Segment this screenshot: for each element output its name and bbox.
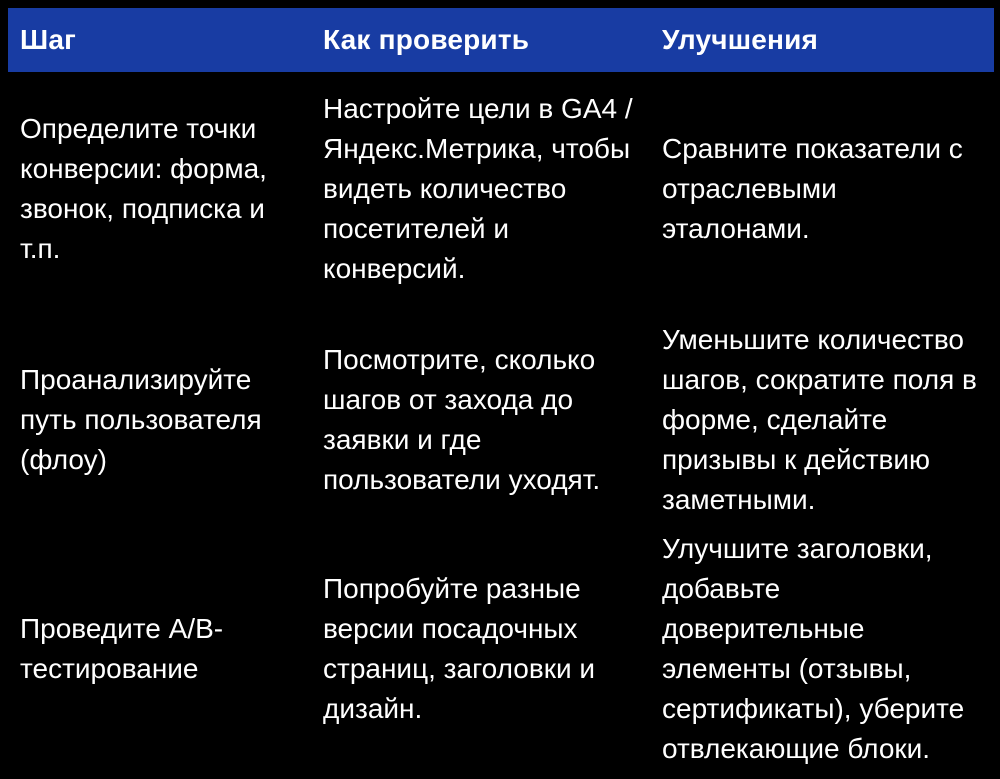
cell-how-to-check: Настройте цели в GA4 / Яндекс.Метрика, ч… [311, 72, 650, 305]
cell-text: Уменьшите количество шагов, сократите по… [662, 323, 977, 515]
table-row: Проведите A/B- тестирование Попробуйте р… [8, 533, 994, 764]
cell-text: Сравните показатели с отраслевыми эталон… [662, 132, 963, 244]
cell-how-to-check: Посмотрите, сколько шагов от захода до з… [311, 305, 650, 534]
cell-improvements: Сравните показатели с отраслевыми эталон… [650, 72, 994, 305]
cell-text: Попробуйте разные версии посадочных стра… [323, 572, 596, 724]
column-header-step: Шаг [20, 24, 76, 55]
table-row: Проанализируйте путь пользователя (флоу)… [8, 305, 994, 534]
cell-text: Проведите A/B- тестирование [20, 612, 224, 684]
cell-how-to-check: Попробуйте разные версии посадочных стра… [311, 534, 650, 763]
cell-step: Определите точки конверсии: форма, звоно… [8, 72, 311, 305]
cell-step: Проведите A/B- тестирование [8, 534, 311, 763]
cell-step: Проанализируйте путь пользователя (флоу) [8, 305, 311, 534]
cell-improvements: Уменьшите количество шагов, сократите по… [650, 305, 994, 534]
table-header-row: Шаг Как проверить Улучшения [8, 8, 994, 72]
table-row: Определите точки конверсии: форма, звоно… [8, 72, 994, 305]
column-header-how-to-check: Как проверить [323, 24, 530, 55]
cell-improvements: Улучшите заголовки, добавьте доверительн… [650, 533, 994, 764]
cell-text: Настройте цели в GA4 / Яндекс.Метрика, ч… [323, 92, 633, 284]
cell-text: Определите точки конверсии: форма, звоно… [20, 112, 267, 264]
conversion-steps-table: Шаг Как проверить Улучшения Определите т… [8, 8, 994, 764]
cell-text: Проанализируйте путь пользователя (флоу) [20, 363, 262, 475]
column-header-improvements: Улучшения [662, 24, 819, 55]
cell-text: Улучшите заголовки, добавьте доверительн… [662, 532, 965, 764]
cell-text: Посмотрите, сколько шагов от захода до з… [323, 343, 601, 495]
